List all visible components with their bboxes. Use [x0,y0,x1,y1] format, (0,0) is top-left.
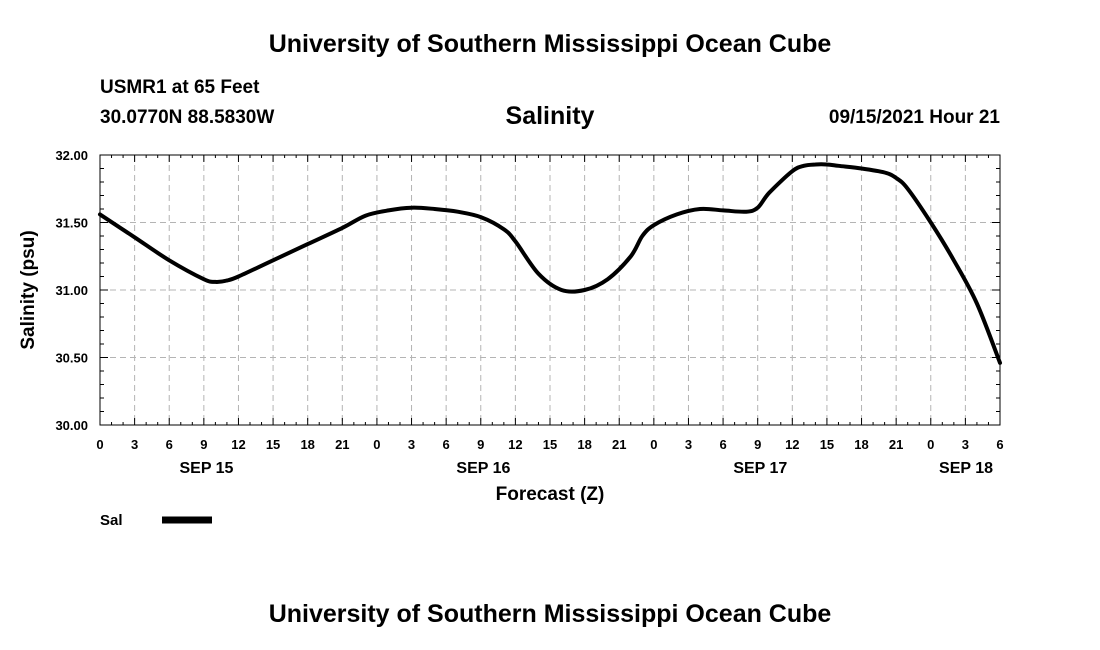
legend-label-sal: Sal [100,512,123,529]
page-title: University of Southern Mississippi Ocean… [268,30,832,58]
x-tick-label: 6 [166,437,173,452]
x-tick-label: 12 [785,437,799,452]
y-tick-label: 32.00 [55,148,88,163]
grid [100,155,1000,425]
station-coordinates: 30.0770N 88.5830W [100,107,275,128]
x-tick-label: 6 [443,437,450,452]
x-tick-label: 21 [335,437,349,452]
day-label: SEP 16 [456,460,510,477]
x-tick-label: 12 [231,437,245,452]
x-tick-label: 18 [854,437,868,452]
footer-title: University of Southern Mississippi Ocean… [268,600,832,628]
x-tick-label: 9 [200,437,207,452]
x-tick-label: 21 [889,437,903,452]
day-label: SEP 17 [733,460,787,477]
x-tick-label: 0 [650,437,657,452]
x-tick-label: 18 [577,437,591,452]
x-tick-label: 9 [477,437,484,452]
y-tick-label: 30.50 [55,351,88,366]
y-tick-label: 31.00 [55,283,88,298]
x-tick-label: 6 [719,437,726,452]
x-tick-label: 21 [612,437,626,452]
tick-labels: 0 3 6 9 12 15 18 21 0 3 6 9 12 15 18 21 0 3 6 9 12 15 18 21 0 3 6S… [55,148,1003,477]
x-tick-label: 15 [266,437,280,452]
plot-frame [99,154,1001,426]
y-tick-label: 30.00 [55,418,88,433]
day-label: SEP 15 [179,460,233,477]
x-tick-label: 0 [927,437,934,452]
x-tick-label: 3 [408,437,415,452]
x-tick-label: 6 [996,437,1003,452]
x-tick-label: 3 [131,437,138,452]
x-tick-label: 9 [754,437,761,452]
day-label: SEP 18 [939,460,993,477]
forecast-date: 09/15/2021 Hour 21 [828,107,1000,128]
x-tick-label: 0 [96,437,103,452]
x-tick-label: 3 [962,437,969,452]
y-axis-label: Salinity (psu) [18,230,39,349]
x-tick-label: 12 [508,437,522,452]
x-tick-label: 0 [373,437,380,452]
y-tick-label: 31.50 [55,216,88,231]
station-label: USMR1 at 65 Feet [100,77,260,98]
x-tick-label: 15 [543,437,557,452]
x-axis-label: Forecast (Z) [496,484,605,505]
x-tick-label: 3 [685,437,692,452]
chart-title: Salinity [505,102,595,130]
x-tick-label: 18 [300,437,314,452]
salinity-series-line [98,162,1002,365]
x-tick-label: 15 [820,437,834,452]
